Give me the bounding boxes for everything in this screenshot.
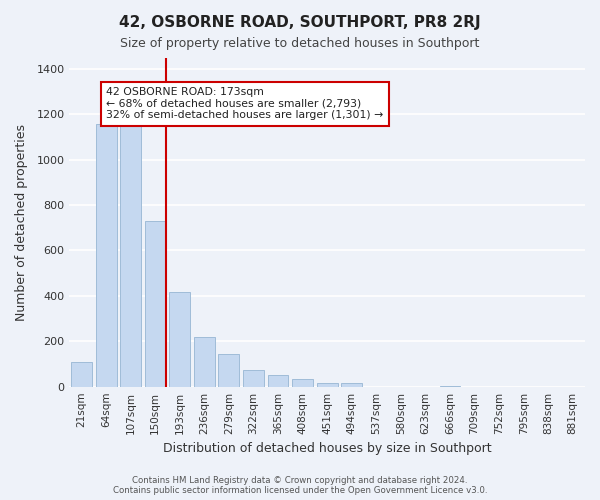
Bar — [96, 124, 116, 386]
Text: Size of property relative to detached houses in Southport: Size of property relative to detached ho… — [121, 38, 479, 51]
Text: 42, OSBORNE ROAD, SOUTHPORT, PR8 2RJ: 42, OSBORNE ROAD, SOUTHPORT, PR8 2RJ — [119, 15, 481, 30]
Text: 42 OSBORNE ROAD: 173sqm
← 68% of detached houses are smaller (2,793)
32% of semi: 42 OSBORNE ROAD: 173sqm ← 68% of detache… — [106, 87, 383, 120]
Bar — [268, 376, 289, 386]
Bar — [243, 370, 264, 386]
Bar — [317, 382, 338, 386]
Y-axis label: Number of detached properties: Number of detached properties — [15, 124, 28, 320]
Bar — [169, 292, 190, 386]
Bar — [218, 354, 239, 386]
Bar — [194, 336, 215, 386]
Bar — [71, 362, 92, 386]
Bar — [341, 384, 362, 386]
Bar — [145, 221, 166, 386]
Bar — [120, 124, 141, 386]
X-axis label: Distribution of detached houses by size in Southport: Distribution of detached houses by size … — [163, 442, 491, 455]
Bar — [292, 380, 313, 386]
Text: Contains HM Land Registry data © Crown copyright and database right 2024.
Contai: Contains HM Land Registry data © Crown c… — [113, 476, 487, 495]
